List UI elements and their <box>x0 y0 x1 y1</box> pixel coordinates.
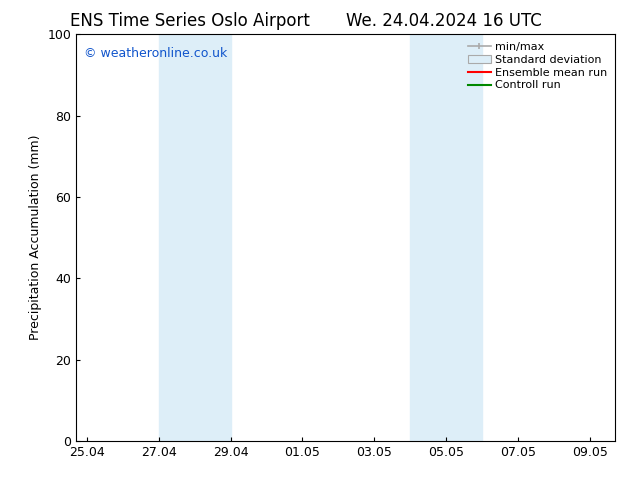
Bar <box>410 34 482 441</box>
Text: We. 24.04.2024 16 UTC: We. 24.04.2024 16 UTC <box>346 12 541 30</box>
Legend: min/max, Standard deviation, Ensemble mean run, Controll run: min/max, Standard deviation, Ensemble me… <box>466 40 609 93</box>
Text: ENS Time Series Oslo Airport: ENS Time Series Oslo Airport <box>70 12 310 30</box>
Bar <box>158 34 231 441</box>
Y-axis label: Precipitation Accumulation (mm): Precipitation Accumulation (mm) <box>29 135 42 341</box>
Text: © weatheronline.co.uk: © weatheronline.co.uk <box>84 47 228 59</box>
